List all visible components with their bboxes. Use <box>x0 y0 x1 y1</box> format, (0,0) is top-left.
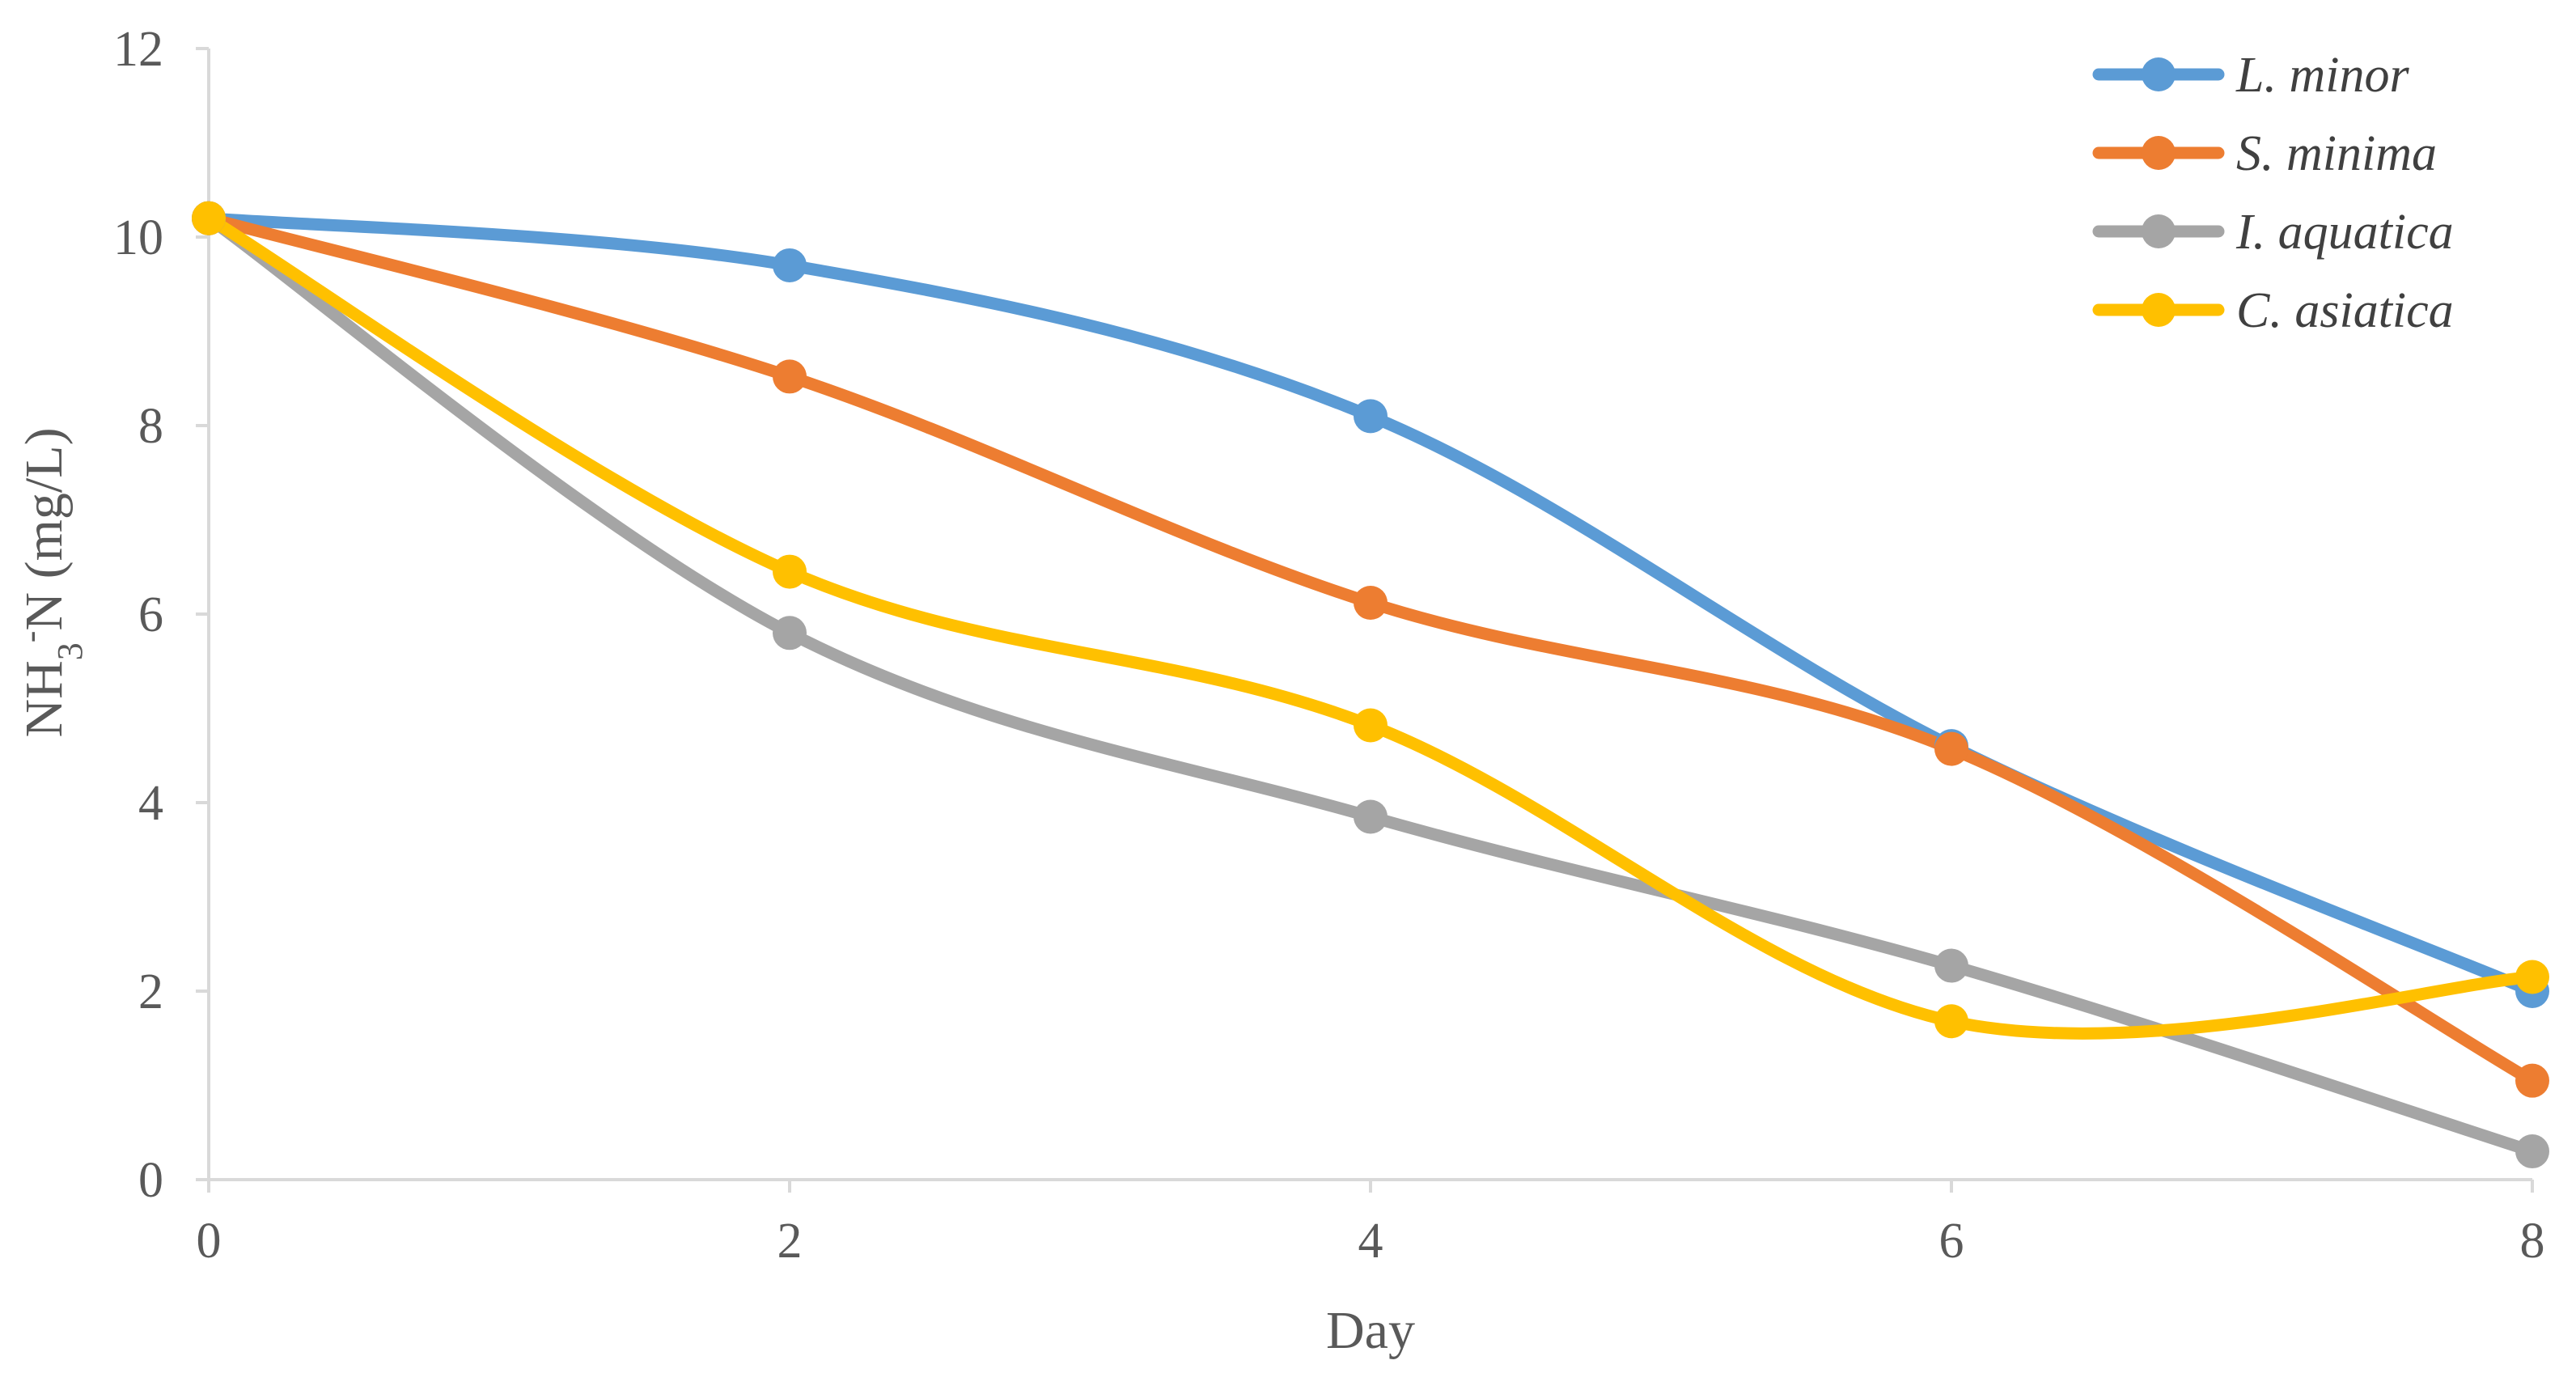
y-tick-label: 10 <box>113 210 163 265</box>
data-point-s-minima <box>2515 1063 2549 1098</box>
x-tick-label: 2 <box>777 1214 803 1269</box>
legend-swatch-marker-i-aquatica <box>2142 214 2176 248</box>
y-tick-label: 12 <box>113 22 163 77</box>
data-point-c-asiatica <box>2515 960 2549 994</box>
x-tick-label: 0 <box>197 1214 222 1269</box>
x-tick-label: 6 <box>1939 1214 1964 1269</box>
legend-label-s-minima: S. minima <box>2236 126 2437 181</box>
legend-label-l-minor: L. minor <box>2235 48 2409 103</box>
axes: 0 2 4 6 8 10 12 0 2 4 6 8 <box>113 22 2545 1269</box>
legend-swatch-marker-s-minima <box>2142 136 2176 170</box>
series-points <box>192 201 2549 1169</box>
data-point-c-asiatica <box>1934 1004 1968 1039</box>
data-point-c-asiatica <box>1354 708 1388 743</box>
data-point-s-minima <box>773 359 807 394</box>
data-point-l-minor <box>1354 399 1388 434</box>
legend-swatch-marker-l-minor <box>2142 57 2176 91</box>
y-axis-title-rest: N (mg/L) <box>15 427 74 630</box>
y-tick-label: 8 <box>138 399 163 454</box>
data-point-i-aquatica <box>773 616 807 651</box>
y-tick-label: 4 <box>138 776 163 831</box>
y-axis-title-superscript: - <box>11 631 50 643</box>
series-line-c-asiatica <box>202 212 2539 1040</box>
legend-label-i-aquatica: I. aquatica <box>2235 205 2454 260</box>
legend-label-c-asiatica: C. asiatica <box>2236 283 2454 338</box>
y-axis-title-main: NH <box>15 660 74 737</box>
data-point-c-asiatica <box>192 201 226 235</box>
y-tick-label: 2 <box>138 964 163 1019</box>
data-point-l-minor <box>773 248 807 282</box>
y-tick-label: 0 <box>138 1153 163 1208</box>
y-axis-title: NH3-N (mg/L) <box>11 427 90 737</box>
series-lines <box>202 212 2539 1158</box>
y-axis-title-subscript: 3 <box>50 642 90 660</box>
series-line-s-minima <box>202 212 2539 1087</box>
data-point-i-aquatica <box>2515 1134 2549 1169</box>
series-line-i-aquatica <box>202 212 2539 1158</box>
data-point-c-asiatica <box>773 554 807 589</box>
x-tick-label: 8 <box>2520 1214 2545 1269</box>
data-point-s-minima <box>1934 731 1968 766</box>
data-point-i-aquatica <box>1354 799 1388 834</box>
legend: L. minor S. minima I. aquatica C. asiatica <box>2092 48 2454 338</box>
y-tick-label: 6 <box>138 587 163 642</box>
legend-swatch-marker-c-asiatica <box>2142 293 2176 327</box>
x-axis-title: Day <box>1326 1301 1415 1360</box>
x-tick-label: 4 <box>1358 1214 1383 1269</box>
data-point-i-aquatica <box>1934 948 1968 983</box>
data-point-s-minima <box>1354 586 1388 621</box>
